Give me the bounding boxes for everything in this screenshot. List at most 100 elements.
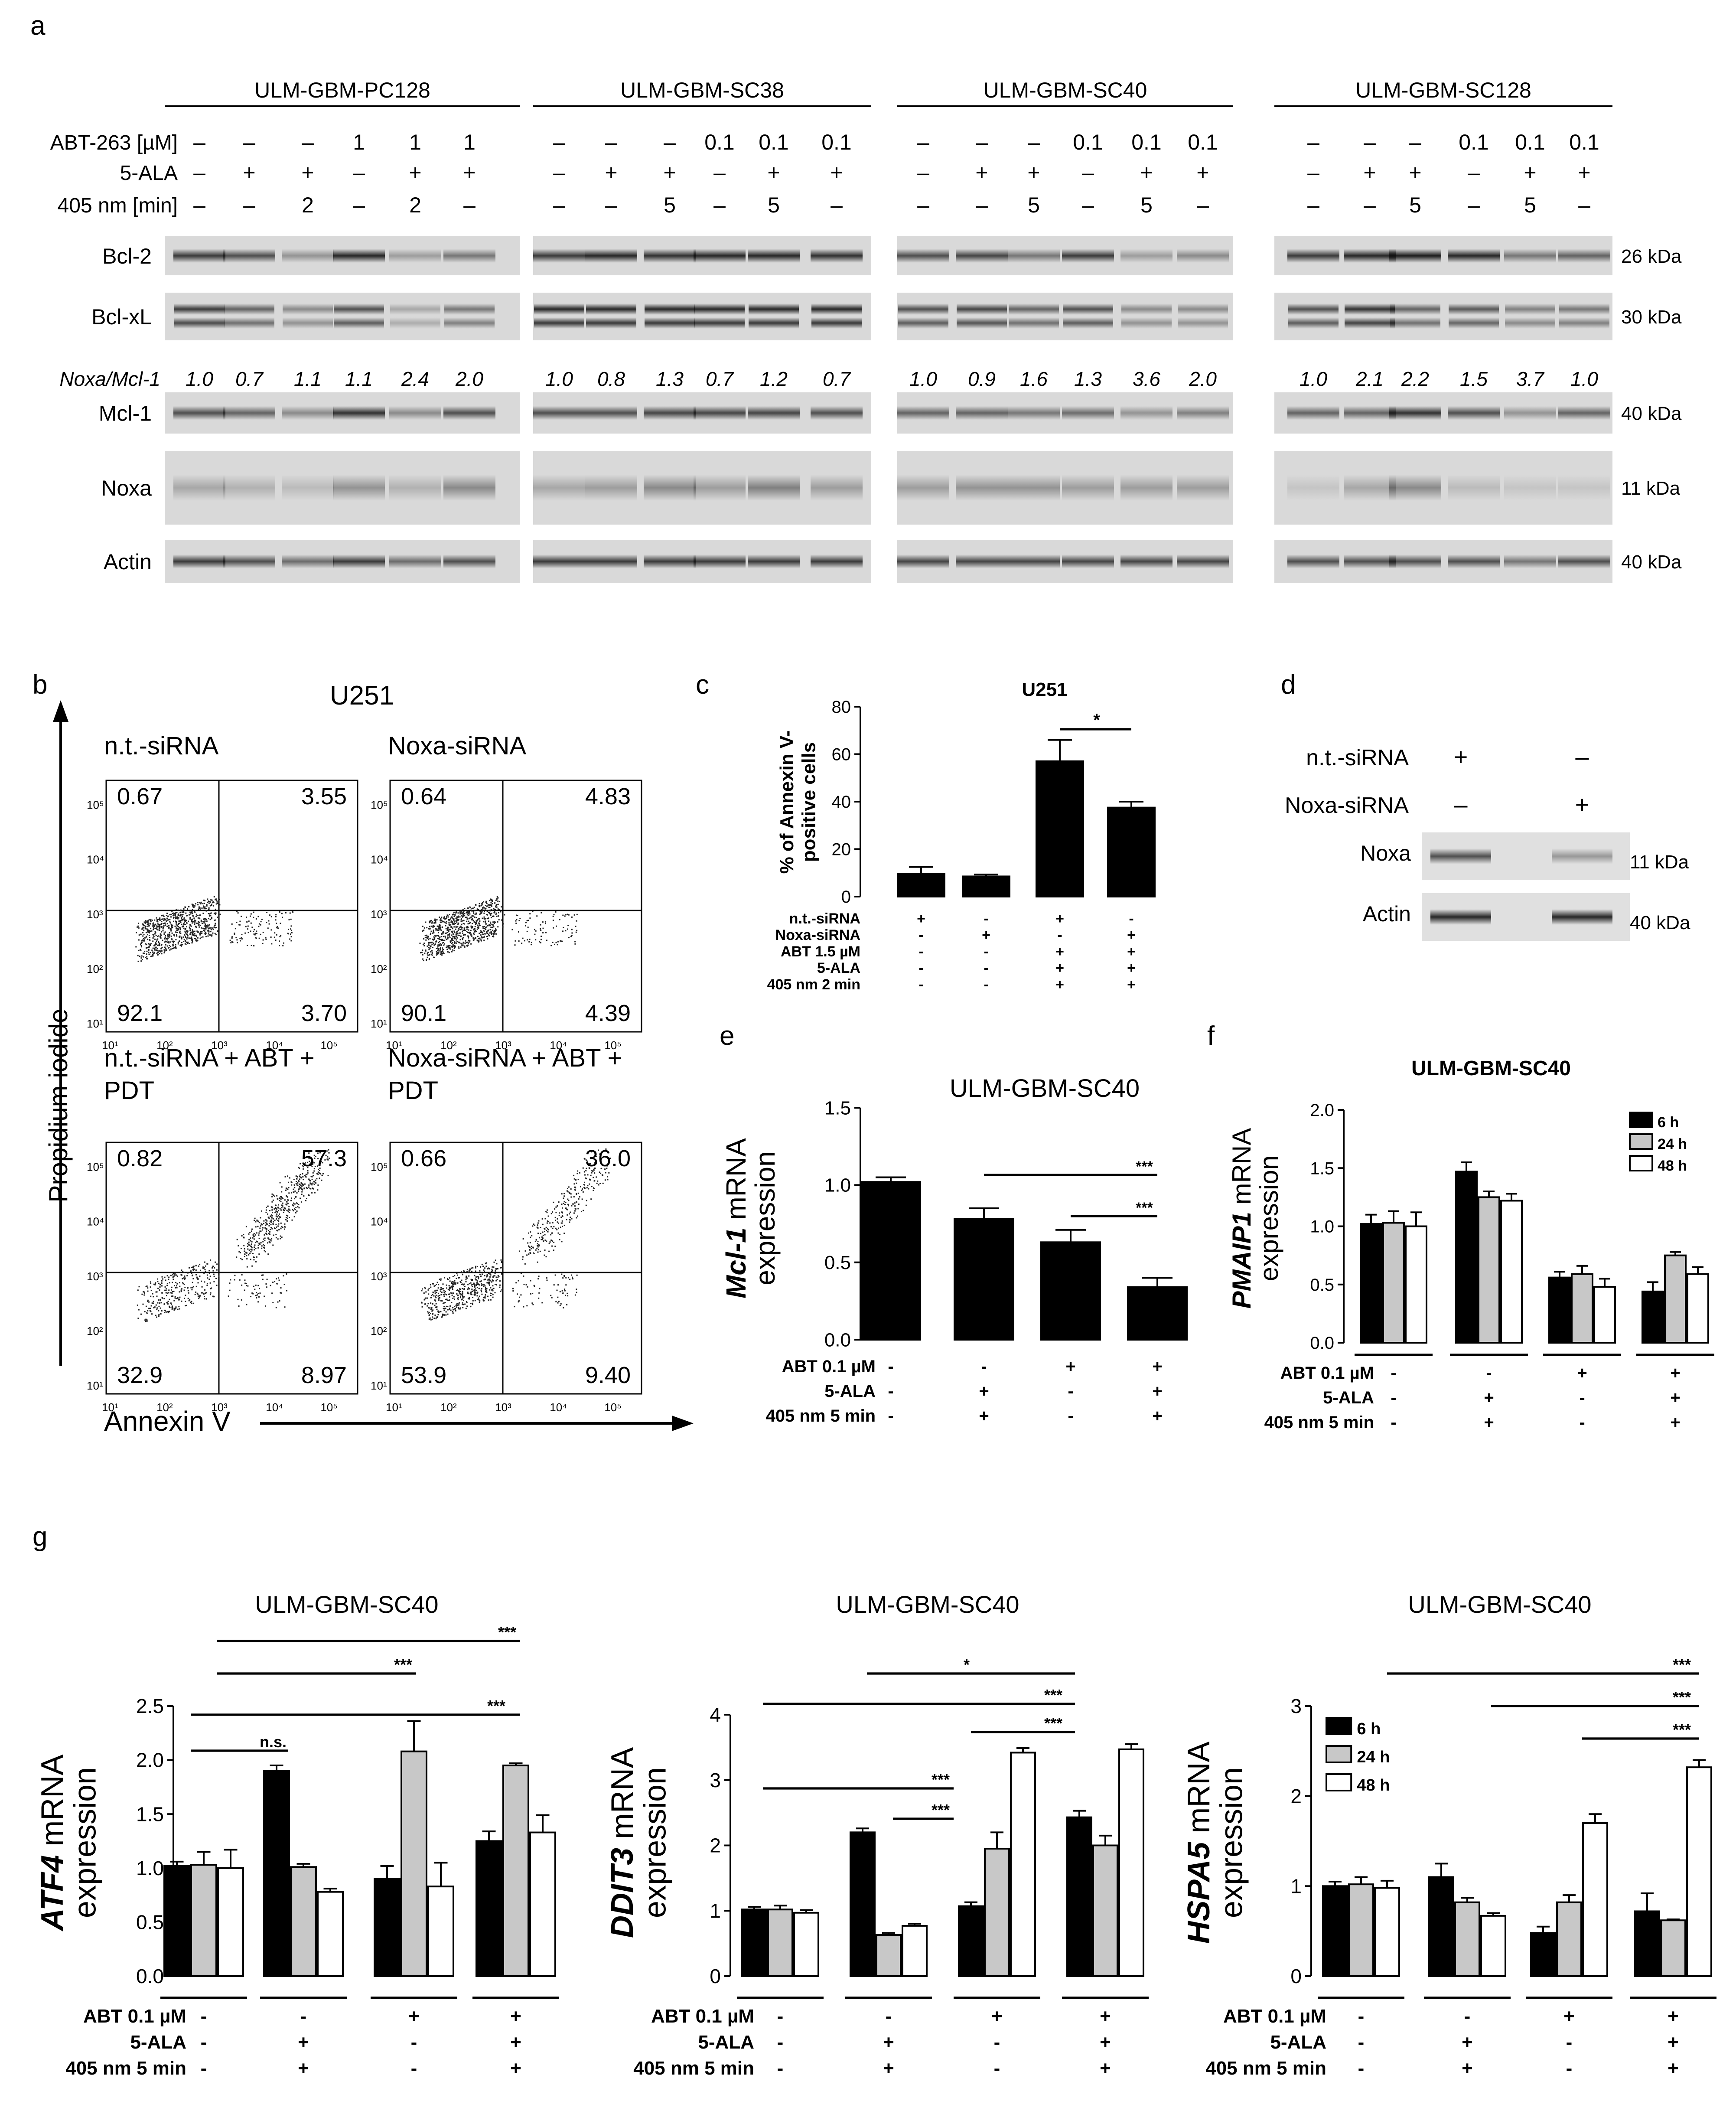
condition-label: 405 nm 2 min xyxy=(767,976,860,993)
flow-event xyxy=(327,1156,329,1158)
flow-event xyxy=(203,1293,205,1295)
flow-event xyxy=(153,927,154,928)
flow-event xyxy=(605,1148,607,1150)
flow-event xyxy=(151,1313,153,1315)
flow-event xyxy=(144,927,146,929)
blot-band xyxy=(533,406,585,420)
condition-mark: + xyxy=(979,1382,989,1401)
flow-event xyxy=(216,901,218,903)
flow-event xyxy=(591,1186,593,1188)
flow-event xyxy=(198,1278,199,1280)
mark-abt: 0.1 xyxy=(821,130,852,154)
flow-event xyxy=(463,929,465,930)
flow-event xyxy=(239,1252,241,1253)
flow-event xyxy=(432,1316,433,1318)
flow-event xyxy=(559,1291,561,1292)
flow-event xyxy=(541,912,542,913)
flow-event xyxy=(426,935,428,937)
flow-event xyxy=(285,1189,287,1191)
flow-event xyxy=(487,925,489,927)
flow-event xyxy=(156,940,157,942)
flow-event xyxy=(180,1291,182,1292)
x-tick-label: 10¹ xyxy=(386,1039,402,1052)
flow-event xyxy=(148,935,150,936)
flow-event xyxy=(490,914,492,916)
flow-event xyxy=(276,923,277,924)
condition-mark: - xyxy=(1579,1388,1585,1407)
flow-event xyxy=(477,936,479,937)
flow-event xyxy=(173,1276,175,1277)
y-tick-label: 1.0 xyxy=(136,1857,164,1879)
bar xyxy=(1548,1276,1571,1344)
flow-event xyxy=(586,1159,587,1161)
condition-mark: - xyxy=(1129,910,1133,927)
flow-event xyxy=(146,950,148,952)
flow-event xyxy=(310,1188,312,1190)
flow-event xyxy=(258,1237,260,1239)
flow-event xyxy=(490,927,492,928)
flow-event xyxy=(154,938,156,940)
flow-event xyxy=(182,1271,184,1272)
flow-event xyxy=(458,1307,459,1308)
condition-label: 5-ALA xyxy=(698,2032,754,2053)
flow-event xyxy=(473,937,475,939)
flow-event xyxy=(174,940,176,942)
flow-event xyxy=(485,1266,487,1267)
condition-mark: - xyxy=(984,910,988,927)
flow-event xyxy=(461,1284,462,1285)
flow-event xyxy=(522,1238,524,1240)
flow-event xyxy=(563,1195,565,1197)
flow-event xyxy=(254,1217,256,1219)
flow-event xyxy=(483,921,485,923)
flow-event xyxy=(184,921,185,923)
flow-event xyxy=(425,1297,427,1299)
flow-event xyxy=(482,901,484,903)
flow-event xyxy=(169,919,171,920)
flow-event xyxy=(159,943,160,944)
flow-event xyxy=(281,1236,283,1238)
flow-event xyxy=(297,1191,299,1192)
blot-band xyxy=(957,303,1007,315)
flow-event xyxy=(251,945,252,946)
y-axis-label-gene: HSPA5 xyxy=(1182,1842,1216,1944)
flow-event xyxy=(231,937,233,939)
flow-event xyxy=(140,957,142,959)
flow-event xyxy=(146,1313,148,1315)
flow-event xyxy=(440,952,442,954)
flow-event xyxy=(138,923,140,924)
flow-event xyxy=(434,1285,436,1286)
y-axis-label-line2: expression xyxy=(638,1767,673,1918)
flow-event xyxy=(150,1305,152,1307)
flow-event xyxy=(241,937,242,939)
flow-event xyxy=(437,1316,439,1318)
flow-event xyxy=(481,1288,482,1290)
flow-event xyxy=(150,944,151,946)
flow-event xyxy=(532,1247,534,1249)
flow-event xyxy=(441,933,443,935)
flow-event xyxy=(430,953,432,955)
flow-event xyxy=(193,921,195,923)
flow-event xyxy=(431,941,433,943)
legend-label: 48 h xyxy=(1357,1776,1390,1794)
flow-event xyxy=(478,1288,480,1289)
flow-event xyxy=(495,904,497,906)
blot-band xyxy=(444,303,495,315)
blot-band xyxy=(749,303,799,315)
flow-event xyxy=(531,1246,532,1247)
flow-event xyxy=(476,1287,478,1288)
flow-event xyxy=(472,1297,474,1298)
blot-membrane xyxy=(1274,293,1612,340)
flow-event xyxy=(469,907,471,909)
flow-event xyxy=(461,918,462,920)
flow-event xyxy=(500,1290,502,1292)
flow-event xyxy=(492,1279,493,1281)
blot-band xyxy=(224,303,274,315)
flow-event xyxy=(424,1287,426,1289)
flow-event xyxy=(258,1243,260,1244)
flow-event xyxy=(430,1297,432,1298)
flow-event xyxy=(158,1315,160,1317)
blot-band xyxy=(811,303,862,315)
significance-label: * xyxy=(964,1656,970,1674)
flow-event xyxy=(209,901,211,902)
flow-event xyxy=(455,917,457,919)
